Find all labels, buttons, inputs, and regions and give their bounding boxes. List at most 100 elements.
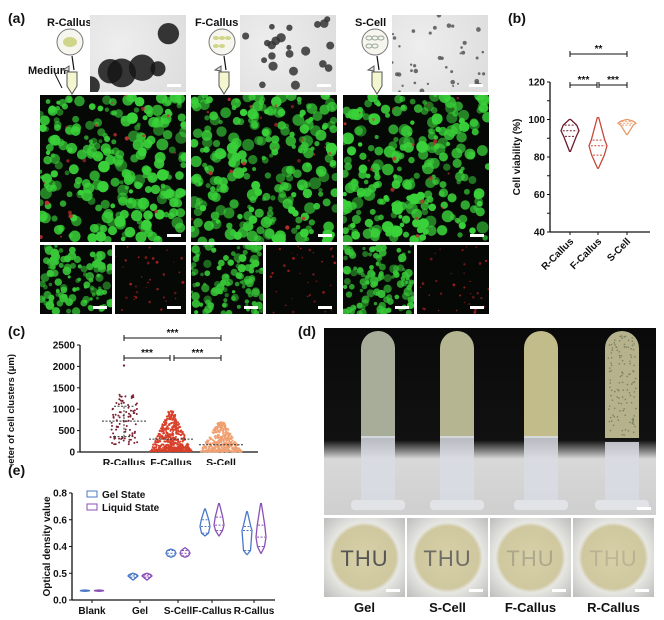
cell-dot — [90, 137, 98, 145]
data-point — [176, 429, 179, 432]
cluster-blob — [444, 65, 448, 69]
data-point — [222, 431, 225, 434]
cluster-blob — [410, 69, 413, 73]
violin-r-callus — [560, 118, 580, 153]
data-point — [111, 442, 114, 445]
cell-dot — [120, 115, 132, 127]
data-point — [190, 450, 193, 453]
data-point — [170, 422, 173, 425]
cell-dot — [190, 155, 202, 168]
data-point — [117, 414, 120, 417]
callus-particle — [630, 356, 633, 359]
cell-dot — [43, 284, 48, 290]
cell-dot — [433, 143, 446, 156]
scale-bar — [469, 84, 483, 87]
cell-dot — [229, 169, 234, 174]
y-tick-label: 2000 — [53, 362, 76, 373]
violin-gel-state — [199, 508, 211, 537]
data-point — [182, 446, 185, 449]
cell-dot — [373, 301, 378, 306]
cell-dot — [51, 215, 58, 222]
cell-dot — [45, 99, 51, 104]
cell-dot — [308, 248, 312, 252]
data-point — [158, 432, 161, 435]
cell-dot — [156, 193, 168, 205]
cell-dot — [114, 215, 126, 228]
cell-dot — [88, 305, 95, 312]
cell-dot — [413, 104, 423, 113]
data-point — [221, 435, 224, 438]
data-point — [112, 416, 115, 419]
cell-dot — [140, 230, 142, 232]
data-point — [210, 437, 213, 440]
cell-dot — [348, 148, 356, 156]
cell-dot — [92, 179, 104, 191]
cell-dot — [405, 280, 409, 285]
cell-dot — [253, 234, 261, 242]
cell-dot — [295, 224, 301, 230]
cell-dot — [211, 192, 221, 203]
cluster-blob — [326, 41, 335, 50]
cell-dot — [297, 158, 301, 163]
data-point — [206, 449, 209, 452]
cell-dot — [126, 246, 129, 248]
cell-dot — [457, 232, 463, 238]
data-point — [171, 433, 174, 436]
cell-dot — [223, 207, 235, 219]
data-point — [176, 449, 179, 452]
callus-particle — [608, 405, 611, 407]
cluster-blob — [397, 72, 402, 77]
cell-dot — [419, 286, 422, 288]
cell-dot — [160, 183, 166, 189]
cell-dot — [477, 93, 490, 105]
cell-dot — [401, 215, 411, 224]
cell-dot — [56, 108, 64, 116]
data-point — [167, 444, 170, 447]
cell-dot — [109, 301, 113, 306]
data-point — [165, 444, 168, 447]
cell-dot — [153, 158, 165, 169]
cell-dot — [104, 107, 110, 112]
cell-dot — [65, 126, 68, 129]
cell-dot — [325, 141, 331, 147]
cell-dot — [278, 247, 282, 251]
cell-dot — [134, 285, 138, 288]
cell-dot — [372, 224, 382, 235]
cell-dot — [147, 172, 158, 183]
cell-dot — [422, 162, 434, 175]
callus-particle — [614, 344, 616, 346]
dish-label-r-callus: R-Callus — [587, 600, 640, 615]
cell-dot — [91, 292, 96, 297]
data-point — [186, 442, 189, 445]
cell-dot — [107, 249, 114, 257]
cell-dot — [351, 214, 362, 224]
cell-icon — [63, 37, 77, 47]
cell-dot — [291, 252, 293, 254]
cell-dot — [40, 273, 50, 282]
cell-dot — [147, 281, 149, 284]
cell-dot — [203, 146, 210, 153]
cell-dot — [96, 273, 100, 277]
cluster-blob — [391, 33, 395, 36]
cell-dot — [99, 224, 108, 233]
cell-dot — [353, 266, 358, 271]
cell-dot — [477, 101, 488, 113]
cell-dot — [381, 221, 394, 233]
cluster-blob — [150, 61, 166, 77]
callus-particle — [629, 421, 631, 424]
cell-dot — [296, 179, 308, 191]
cluster-blob — [314, 21, 321, 28]
cell-dot — [292, 256, 296, 260]
data-point — [235, 442, 238, 445]
cell-dot — [322, 290, 326, 294]
cell-dot — [347, 224, 354, 231]
data-point — [222, 429, 225, 432]
callus-particle — [634, 377, 637, 380]
data-point — [164, 446, 167, 449]
cell-dot — [264, 228, 275, 239]
scale-bar — [318, 306, 332, 309]
cell-dot — [175, 222, 186, 233]
data-point — [118, 441, 121, 444]
cluster-blob — [401, 84, 404, 87]
data-point — [165, 431, 168, 434]
